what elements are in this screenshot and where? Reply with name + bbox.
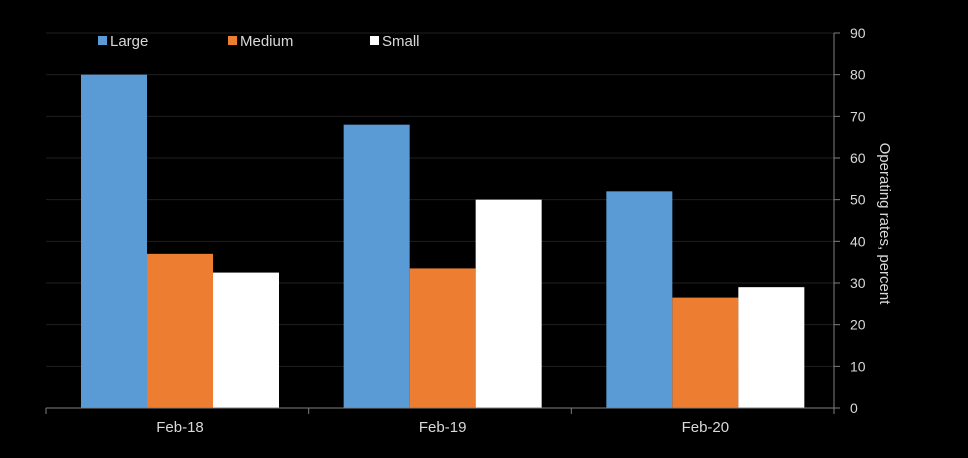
x-tick-label: Feb-19	[419, 419, 467, 436]
x-tick-label: Feb-20	[682, 419, 730, 436]
bar-medium-feb-19	[409, 268, 476, 408]
legend-label-medium: Medium	[240, 33, 293, 50]
axes	[46, 33, 835, 409]
y-tick-label: 50	[850, 192, 866, 208]
bar-small-feb-19	[475, 199, 542, 408]
y-tick-label: 20	[850, 317, 866, 333]
bar-large-feb-18	[81, 74, 147, 409]
x-tick-labels: Feb-18 Feb-19 Feb-20	[45, 408, 835, 436]
legend: Large Medium Small	[98, 33, 420, 50]
y-tick-label: 30	[850, 275, 866, 291]
y-tick-label: 0	[850, 400, 858, 416]
bar-large-feb-20	[606, 191, 673, 408]
bars	[81, 74, 805, 409]
y-tick-label: 80	[850, 67, 866, 83]
y-tick-label: 10	[850, 358, 866, 374]
y-tick-labels: 0 10 20 30 40 50 60 70 80 90	[834, 25, 866, 416]
bar-small-feb-20	[738, 287, 805, 408]
bar-large-feb-19	[343, 124, 410, 409]
legend-label-small: Small	[382, 33, 420, 50]
bar-small-feb-18	[213, 272, 279, 408]
y-tick-label: 90	[850, 25, 866, 41]
bar-medium-feb-18	[147, 253, 213, 408]
legend-swatch-small	[370, 36, 379, 45]
legend-label-large: Large	[110, 33, 148, 50]
y-tick-label: 40	[850, 233, 866, 249]
y-axis-label: Operating rates, percent	[876, 143, 893, 306]
legend-swatch-large	[98, 36, 107, 45]
legend-swatch-medium	[228, 36, 237, 45]
x-tick-label: Feb-18	[156, 419, 204, 436]
y-tick-label: 60	[850, 150, 866, 166]
bar-medium-feb-20	[672, 297, 739, 408]
y-tick-label: 70	[850, 108, 866, 124]
